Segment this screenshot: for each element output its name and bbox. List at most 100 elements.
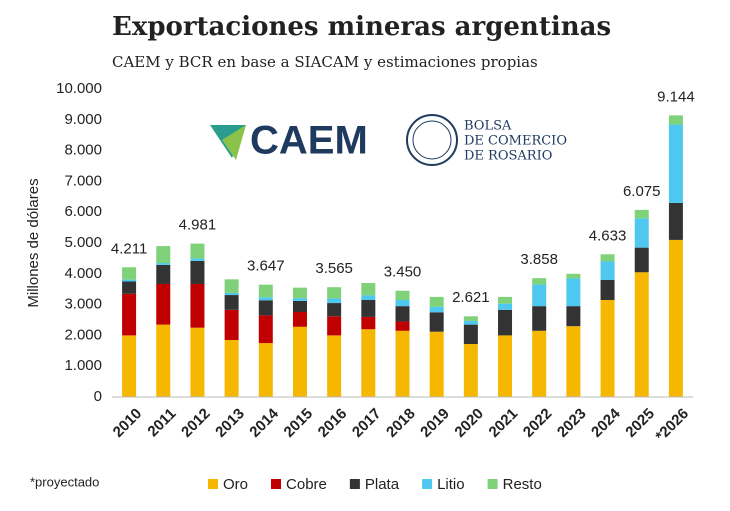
- bar-segment: [224, 279, 239, 293]
- bar-segment: [156, 324, 171, 397]
- bar-segment: [292, 287, 307, 299]
- bar-segment: [361, 329, 376, 397]
- bar-segment: [498, 309, 513, 336]
- bar-segment: [327, 335, 342, 397]
- bar-segment: [224, 292, 239, 296]
- bar-segment: [190, 258, 205, 261]
- bar-segment: [634, 247, 649, 273]
- total-label: 3.450: [384, 264, 422, 281]
- total-label: 6.075: [623, 183, 661, 200]
- legend-swatch: [422, 479, 433, 489]
- bar-segment: [292, 300, 307, 312]
- legend-label: Oro: [223, 476, 248, 493]
- bar-segment: [122, 281, 137, 294]
- x-tick-label: 2023: [554, 405, 590, 441]
- bar-segment: [361, 316, 376, 330]
- bar-segment: [566, 273, 581, 279]
- legend-label: Litio: [437, 476, 465, 493]
- legend-label: Cobre: [286, 476, 327, 493]
- bar-segment: [156, 283, 171, 325]
- x-tick-label: 2020: [451, 405, 487, 441]
- total-label: 4.633: [589, 227, 627, 244]
- bar-segment: [566, 326, 581, 397]
- total-label: 3.647: [247, 258, 285, 275]
- x-tick-label: 2014: [246, 405, 282, 441]
- y-tick-label: 0: [94, 388, 102, 405]
- chart-subtitle: CAEM y BCR en base a SIACAM y estimacion…: [112, 53, 538, 71]
- logo-seal: [412, 120, 452, 160]
- bar-segment: [429, 306, 444, 313]
- y-tick-label: 7.000: [64, 172, 102, 189]
- chart-title: Exportaciones mineras argentinas: [112, 12, 611, 42]
- bcr-logo: BOLSA DE COMERCIO DE ROSARIO: [406, 114, 567, 166]
- bar-segment: [224, 295, 239, 310]
- y-tick-label: 8.000: [64, 142, 102, 159]
- bar-segment: [292, 326, 307, 397]
- bar-segment: [395, 306, 410, 322]
- bar-segment: [327, 316, 342, 336]
- bar-segment: [463, 344, 478, 397]
- bar-segment: [156, 246, 171, 264]
- note: *proyectado: [30, 474, 99, 489]
- y-tick-label: 1.000: [64, 357, 102, 374]
- bar-segment: [463, 316, 478, 321]
- logo-text: DE COMERCIO: [464, 134, 567, 149]
- bar-segment: [429, 312, 444, 332]
- x-tick-label: 2024: [588, 405, 624, 441]
- bar-segment: [190, 243, 205, 259]
- x-tick-label: 2022: [520, 405, 556, 441]
- logo-text: BOLSA: [464, 119, 512, 134]
- x-tick-label: *2026: [652, 405, 692, 445]
- bar-segment: [327, 303, 342, 317]
- bar-segment: [532, 330, 547, 397]
- x-tick-label: 2012: [178, 405, 214, 441]
- y-axis-label: Millones de dólares: [25, 178, 42, 307]
- bar-segment: [395, 299, 410, 307]
- bar-segment: [190, 260, 205, 284]
- bar-segment: [190, 283, 205, 328]
- x-tick-label: 2025: [622, 405, 658, 441]
- bar-segment: [156, 264, 171, 284]
- bar-segment: [361, 283, 376, 296]
- x-tick-label: 2013: [212, 405, 248, 441]
- bar-segment: [122, 293, 137, 336]
- bar-segment: [600, 254, 615, 262]
- bar-segment: [429, 331, 444, 397]
- y-tick-label: 6.000: [64, 203, 102, 220]
- bar-segment: [258, 284, 273, 298]
- bar-segment: [498, 296, 513, 304]
- bar-segment: [532, 278, 547, 285]
- bar-segment: [668, 202, 683, 240]
- bar-segment: [327, 287, 342, 299]
- y-tick-label: 5.000: [64, 234, 102, 251]
- x-tick-label: 2021: [486, 405, 522, 441]
- bar-segment: [668, 239, 683, 397]
- bar-segment: [258, 315, 273, 344]
- legend-swatch: [208, 479, 218, 489]
- x-tick-label: 2010: [110, 405, 146, 441]
- x-tick-label: 2011: [144, 405, 179, 440]
- legend-swatch: [487, 479, 498, 489]
- y-tick-label: 9.000: [64, 111, 102, 128]
- legend-label: Plata: [365, 476, 400, 493]
- bar-segment: [190, 327, 205, 397]
- y-tick-label: 2.000: [64, 326, 102, 343]
- bar-segment: [566, 306, 581, 327]
- logo-seal: [406, 114, 458, 166]
- bar-segment: [224, 309, 239, 341]
- bar-segment: [361, 295, 376, 300]
- bar-segment: [156, 263, 171, 265]
- x-tick-label: 2015: [281, 405, 317, 441]
- bar-segment: [498, 303, 513, 310]
- bar-segment: [600, 261, 615, 280]
- bar-segment: [395, 330, 410, 397]
- logo-text: CAEM: [250, 119, 368, 163]
- bar-segment: [122, 267, 137, 280]
- bar-segment: [122, 335, 137, 397]
- bar-segment: [634, 218, 649, 248]
- x-tick-label: 2017: [349, 405, 385, 441]
- total-label: 3.565: [315, 260, 353, 277]
- bar-segment: [463, 324, 478, 345]
